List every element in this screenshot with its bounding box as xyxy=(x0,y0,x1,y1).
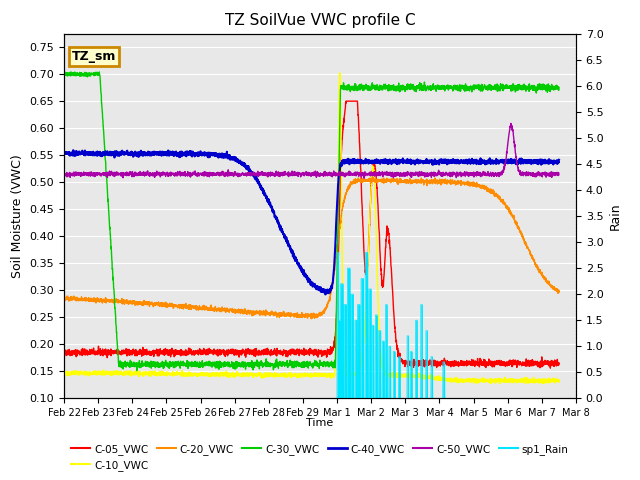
Legend: C-05_VWC, C-10_VWC, C-20_VWC, C-30_VWC, C-40_VWC, C-50_VWC, sp1_Rain: C-05_VWC, C-10_VWC, C-20_VWC, C-30_VWC, … xyxy=(67,439,573,475)
X-axis label: Time: Time xyxy=(307,418,333,428)
Y-axis label: Soil Moisture (VWC): Soil Moisture (VWC) xyxy=(11,154,24,278)
Title: TZ SoilVue VWC profile C: TZ SoilVue VWC profile C xyxy=(225,13,415,28)
Y-axis label: Rain: Rain xyxy=(609,202,622,230)
Text: TZ_sm: TZ_sm xyxy=(72,50,116,63)
